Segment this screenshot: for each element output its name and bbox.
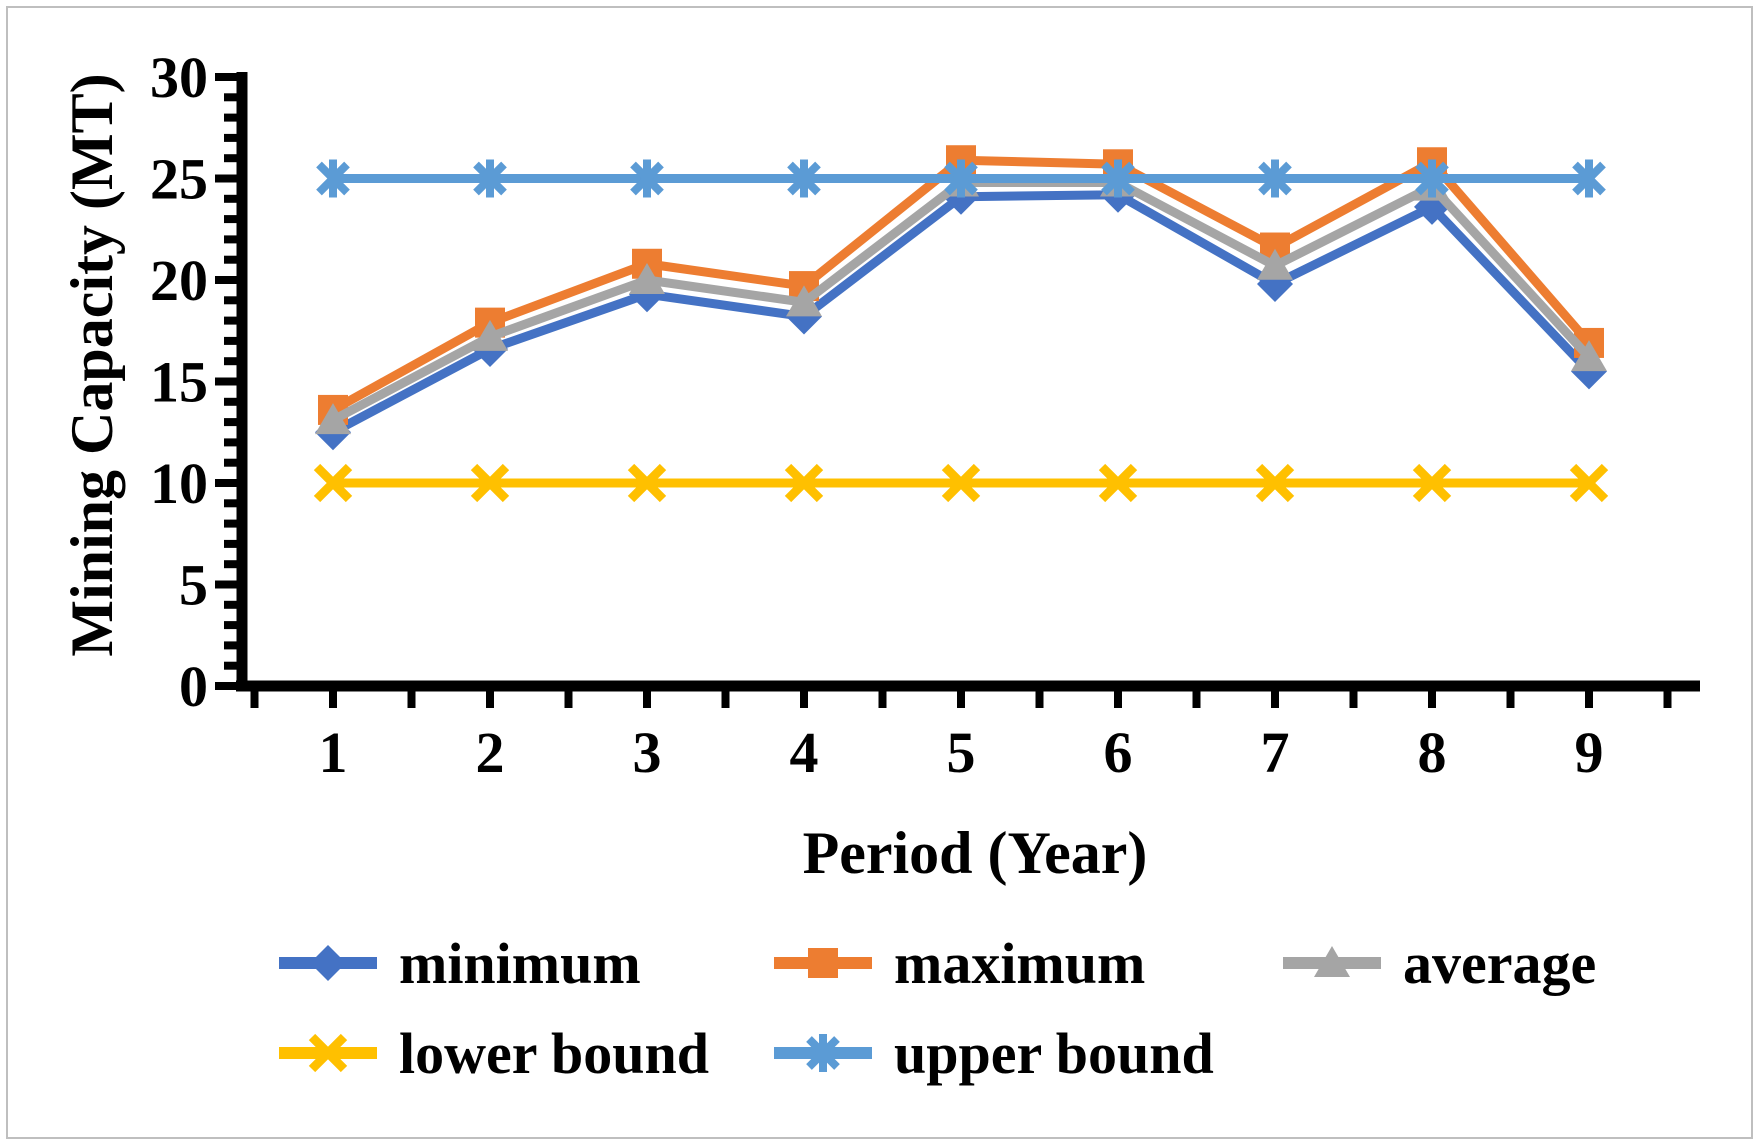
triangle-marker (629, 263, 665, 294)
triangle-marker (1571, 340, 1607, 372)
data-point (629, 263, 665, 294)
asterisk-marker (473, 159, 507, 198)
asterisk-marker (630, 159, 664, 198)
asterisk-marker (787, 159, 821, 198)
x-axis-tick-label: 4 (790, 720, 819, 785)
x-marker (1569, 463, 1609, 503)
data-point (1257, 248, 1293, 280)
x-marker (1098, 463, 1138, 503)
data-point (1101, 159, 1135, 198)
data-point (1572, 159, 1606, 198)
data-point (473, 159, 507, 198)
legend-label: lower bound (399, 1021, 709, 1086)
x-axis-tick-label: 1 (319, 720, 348, 785)
legend-label: upper bound (894, 1021, 1214, 1086)
triangle-marker (315, 403, 351, 435)
data-point (1569, 463, 1609, 503)
legend-marker (1314, 946, 1350, 977)
data-point (472, 319, 508, 351)
x-axis-tick-label: 9 (1575, 720, 1604, 785)
x-axis-tick-label: 6 (1104, 720, 1133, 785)
y-axis-tick-label: 0 (179, 654, 208, 719)
data-point (784, 463, 824, 503)
x-marker (313, 463, 353, 503)
y-axis-tick-label: 25 (150, 147, 208, 212)
x-axis-tick-label: 5 (947, 720, 976, 785)
legend-marker (310, 945, 346, 981)
legend-marker (806, 1034, 840, 1072)
data-point (1412, 463, 1452, 503)
x-marker (1412, 463, 1452, 503)
asterisk-marker (1101, 159, 1135, 198)
triangle-marker (1314, 946, 1350, 977)
x-marker (627, 463, 667, 503)
x-axis-title: Period (Year) (803, 820, 1148, 886)
x-axis-tick-label: 2 (476, 720, 505, 785)
asterisk-marker (806, 1034, 840, 1072)
data-point (313, 463, 353, 503)
data-point (1255, 463, 1295, 503)
data-point (470, 463, 510, 503)
series-lower-bound (313, 463, 1609, 503)
y-axis-tick-label: 20 (150, 248, 208, 313)
triangle-marker (786, 285, 822, 317)
legend-label: maximum (894, 931, 1145, 996)
legend-item-average: average (1283, 931, 1596, 996)
data-point (1098, 463, 1138, 503)
legend-item-minimum: minimum (279, 931, 641, 996)
y-axis-tick-label: 15 (150, 350, 208, 415)
legend-label: average (1403, 931, 1596, 996)
legend-marker (308, 1033, 348, 1073)
asterisk-marker (1415, 159, 1449, 198)
y-axis-tick-label: 5 (179, 553, 208, 618)
legend-item-upper-bound: upper bound (774, 1021, 1214, 1086)
asterisk-marker (316, 159, 350, 198)
data-point (1258, 159, 1292, 198)
asterisk-marker (1572, 159, 1606, 198)
x-marker (1255, 463, 1295, 503)
legend-item-maximum: maximum (774, 931, 1145, 996)
x-marker (470, 463, 510, 503)
data-point (787, 159, 821, 198)
data-point (944, 159, 978, 198)
series-upper-bound (316, 159, 1606, 198)
data-point (315, 403, 351, 435)
asterisk-marker (1258, 159, 1292, 198)
diamond-marker (310, 945, 346, 981)
figure-border (6, 6, 1753, 1139)
y-axis-title: Mining Capacity (MT) (59, 73, 125, 656)
x-axis-tick-label: 8 (1418, 720, 1447, 785)
x-axis-tick-label: 7 (1261, 720, 1290, 785)
y-axis-tick-label: 30 (150, 45, 208, 110)
square-marker (808, 948, 838, 978)
data-point (1571, 340, 1607, 372)
data-point (941, 463, 981, 503)
legend-label: minimum (399, 931, 641, 996)
x-marker (784, 463, 824, 503)
triangle-marker (1257, 248, 1293, 280)
y-axis-tick-label: 10 (150, 451, 208, 516)
data-point (786, 285, 822, 317)
triangle-marker (472, 319, 508, 351)
legend: minimum maximum average lower bound upper bo… (279, 931, 1596, 1086)
legend-item-lower-bound: lower bound (279, 1021, 709, 1086)
data-point (316, 159, 350, 198)
legend-marker (808, 948, 838, 978)
asterisk-marker (944, 159, 978, 198)
data-point (1415, 159, 1449, 198)
data-point (630, 159, 664, 198)
x-axis-tick-label: 3 (633, 720, 662, 785)
data-point (627, 463, 667, 503)
x-marker (308, 1033, 348, 1073)
axes: 0 5 10 15 20 25 30 1 2 3 4 5 6 7 8 9 (150, 45, 1700, 785)
x-marker (941, 463, 981, 503)
